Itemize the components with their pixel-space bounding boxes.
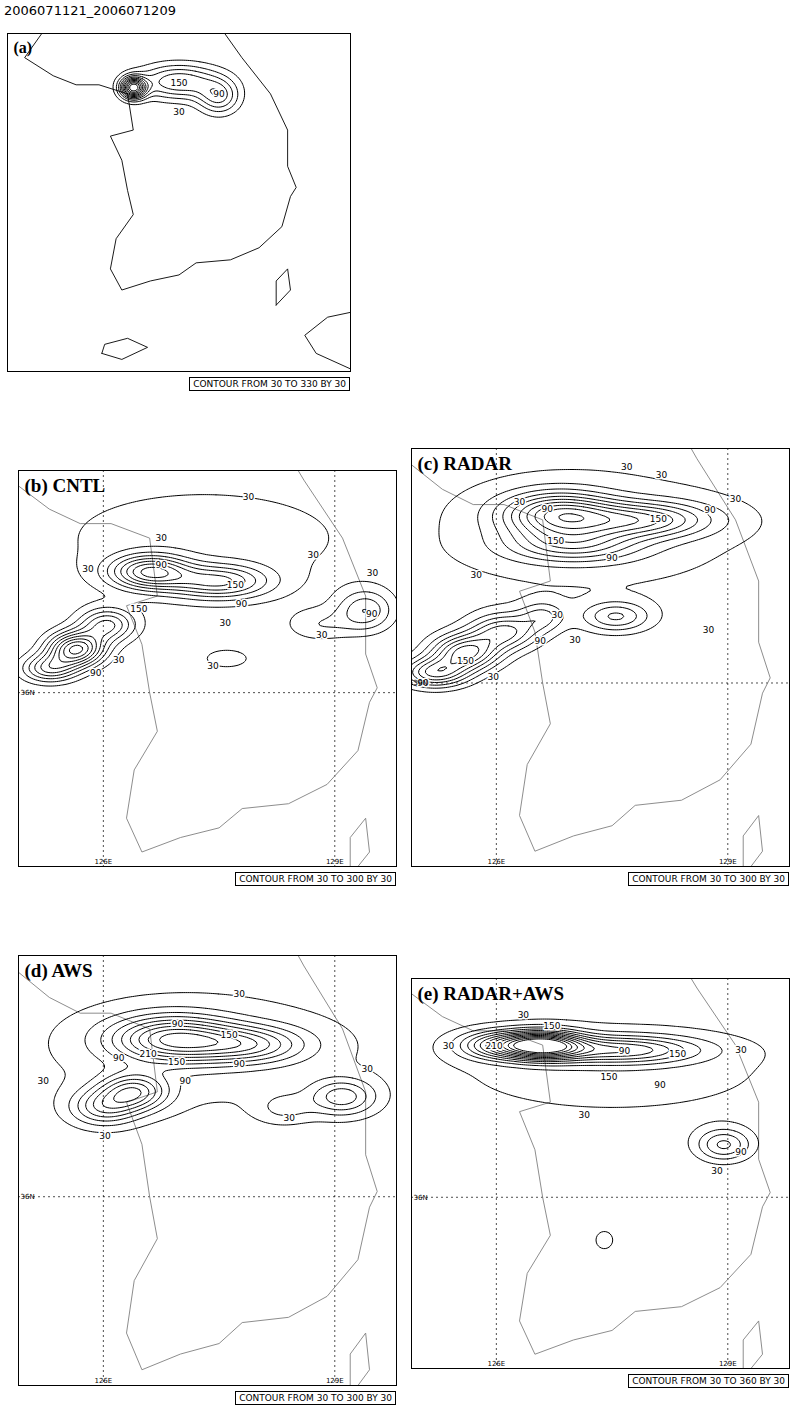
svg-text:150: 150	[130, 604, 147, 614]
html-text:2006071121_2006071209: 2006071121_2006071209	[4, 3, 176, 18]
svg-text:30: 30	[621, 462, 633, 472]
svg-text:30: 30	[233, 989, 245, 999]
svg-text:30: 30	[307, 550, 319, 560]
svg-text:90: 90	[233, 1059, 245, 1069]
svg-text:90: 90	[179, 1076, 191, 1086]
svg-text:90: 90	[236, 599, 248, 609]
svg-text:90: 90	[606, 553, 618, 563]
svg-text:210: 210	[140, 1049, 157, 1059]
html-text:CONTOUR FROM 30 TO 360 BY 30: CONTOUR FROM 30 TO 360 BY 30	[632, 1376, 785, 1386]
svg-text:(b) CNTL: (b) CNTL	[25, 475, 106, 497]
svg-text:210: 210	[485, 1041, 502, 1051]
svg-text:36N: 36N	[21, 1193, 35, 1201]
svg-text:150: 150	[221, 1030, 238, 1040]
svg-text:30: 30	[37, 1076, 49, 1086]
svg-text:126E: 126E	[94, 858, 112, 866]
svg-text:30: 30	[471, 570, 483, 580]
svg-text:30: 30	[514, 497, 526, 507]
svg-text:30: 30	[220, 618, 232, 628]
svg-text:90: 90	[735, 1147, 747, 1157]
svg-text:30: 30	[367, 568, 379, 578]
svg-text:90: 90	[155, 560, 167, 570]
svg-text:30: 30	[703, 625, 715, 635]
svg-text:90: 90	[542, 504, 554, 514]
svg-text:90: 90	[172, 1019, 184, 1029]
svg-text:150: 150	[547, 536, 564, 546]
svg-text:150: 150	[669, 1049, 686, 1059]
svg-text:150: 150	[227, 580, 244, 590]
svg-text:90: 90	[113, 1053, 125, 1063]
svg-text:30: 30	[155, 533, 167, 543]
svg-text:126E: 126E	[487, 1360, 505, 1368]
svg-text:90: 90	[535, 636, 547, 646]
svg-text:30: 30	[443, 1041, 455, 1051]
svg-text:90: 90	[619, 1046, 631, 1056]
svg-text:(a): (a)	[14, 39, 33, 57]
svg-text:30: 30	[735, 1045, 747, 1055]
svg-text:90: 90	[213, 89, 225, 99]
svg-text:30: 30	[113, 655, 125, 665]
svg-text:30: 30	[488, 672, 500, 682]
svg-text:129E: 129E	[326, 858, 344, 866]
svg-text:150: 150	[170, 78, 187, 88]
svg-text:30: 30	[569, 635, 581, 645]
svg-text:30: 30	[518, 1010, 530, 1020]
svg-text:150: 150	[600, 1072, 617, 1082]
svg-text:36N: 36N	[21, 689, 35, 697]
svg-text:126E: 126E	[94, 1377, 112, 1385]
svg-text:(c) RADAR: (c) RADAR	[418, 453, 513, 475]
svg-text:150: 150	[457, 656, 474, 666]
svg-text:(e) RADAR+AWS: (e) RADAR+AWS	[418, 983, 564, 1005]
svg-text:129E: 129E	[719, 858, 737, 866]
html-text:CONTOUR FROM 30 TO 300 BY 30: CONTOUR FROM 30 TO 300 BY 30	[239, 1393, 392, 1403]
svg-text:30: 30	[284, 1113, 296, 1123]
html-text:CONTOUR FROM 30 TO 330 BY 30: CONTOUR FROM 30 TO 330 BY 30	[193, 379, 346, 389]
html-text:CONTOUR FROM 30 TO 300 BY 30: CONTOUR FROM 30 TO 300 BY 30	[632, 874, 785, 884]
svg-text:30: 30	[711, 1166, 723, 1176]
svg-text:90: 90	[90, 668, 102, 678]
svg-text:30: 30	[361, 1064, 373, 1074]
svg-text:30: 30	[207, 661, 219, 671]
svg-text:30: 30	[82, 564, 94, 574]
svg-text:150: 150	[543, 1021, 560, 1031]
svg-text:129E: 129E	[719, 1360, 737, 1368]
svg-text:30: 30	[99, 1131, 111, 1141]
svg-text:30: 30	[579, 1110, 591, 1120]
svg-text:129E: 129E	[326, 1377, 344, 1385]
svg-text:30: 30	[552, 610, 564, 620]
svg-text:30: 30	[656, 470, 668, 480]
svg-text:30: 30	[243, 492, 255, 502]
svg-text:36N: 36N	[414, 1194, 428, 1202]
html-text:CONTOUR FROM 30 TO 300 BY 30: CONTOUR FROM 30 TO 300 BY 30	[239, 874, 392, 884]
svg-text:90: 90	[704, 505, 716, 515]
svg-text:30: 30	[730, 494, 742, 504]
svg-text:30: 30	[173, 107, 185, 117]
svg-text:30: 30	[316, 630, 328, 640]
svg-text:150: 150	[168, 1057, 185, 1067]
svg-text:(d) AWS: (d) AWS	[25, 960, 93, 982]
svg-text:90: 90	[654, 1080, 666, 1090]
svg-text:150: 150	[650, 514, 667, 524]
svg-text:90: 90	[366, 609, 378, 619]
svg-text:126E: 126E	[487, 858, 505, 866]
svg-text:36N: 36N	[414, 679, 428, 687]
